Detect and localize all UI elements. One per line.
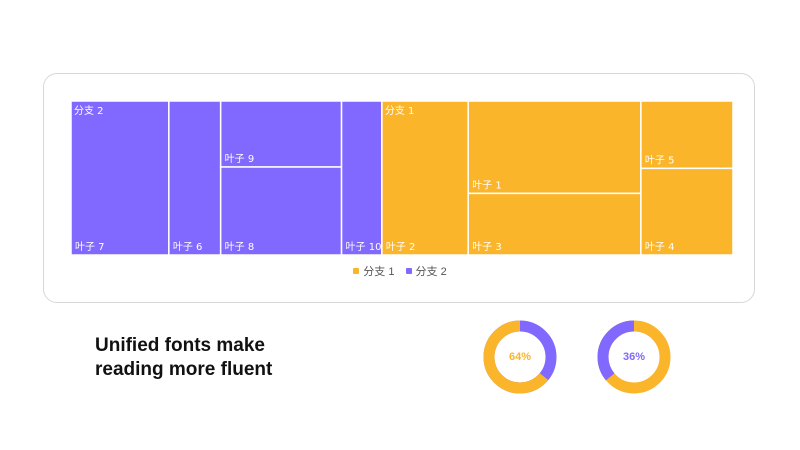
treemap-cell-label-叶子-10: 叶子 10 bbox=[346, 241, 382, 253]
treemap-cell-叶子-9 bbox=[219, 100, 343, 168]
legend-label-branch-2: 分支 2 bbox=[415, 266, 447, 278]
treemap-cell-叶子-4 bbox=[640, 167, 734, 256]
donut-chart-64: 64% bbox=[483, 320, 557, 394]
treemap-cell-叶子-8 bbox=[219, 166, 343, 256]
donut-value-arc bbox=[483, 320, 557, 394]
donut-percent-label: 64% bbox=[508, 351, 532, 363]
treemap-cell-叶子-10 bbox=[340, 100, 383, 256]
legend-item-branch-2: 分支 2 bbox=[405, 263, 447, 279]
legend-label-branch-1: 分支 1 bbox=[363, 266, 395, 278]
donut-ring bbox=[597, 320, 671, 394]
treemap-cell-叶子-1 bbox=[467, 100, 642, 195]
treemap-cell-label-叶子-2: 叶子 2 bbox=[386, 241, 416, 253]
treemap-cell-label-叶子-1: 叶子 1 bbox=[472, 179, 502, 191]
treemap-cell-label-叶子-3: 叶子 3 bbox=[472, 241, 502, 253]
treemap-cell-label-叶子-9: 叶子 9 bbox=[225, 153, 255, 165]
donut-ring bbox=[483, 320, 557, 394]
treemap-cell-label-叶子-6: 叶子 6 bbox=[173, 241, 203, 253]
treemap-cell-label-叶子-8: 叶子 8 bbox=[225, 241, 255, 253]
treemap-cell-label-叶子-7: 叶子 7 bbox=[75, 241, 105, 253]
treemap-cell-叶子-7 bbox=[70, 100, 170, 256]
headline: Unified fonts make reading more fluent bbox=[95, 334, 355, 382]
treemap-cell-叶子-3 bbox=[467, 192, 642, 256]
treemap-cell-label-叶子-5: 叶子 5 bbox=[645, 154, 675, 166]
treemap-cell-叶子-5 bbox=[640, 100, 734, 170]
legend-swatch-branch-1 bbox=[353, 268, 360, 274]
chart-legend: 分支 1 分支 2 bbox=[0, 263, 800, 279]
legend-swatch-branch-2 bbox=[405, 268, 412, 274]
treemap-branch-label-1: 分支 1 bbox=[385, 105, 415, 117]
donut-value-arc bbox=[597, 320, 671, 394]
headline-line-2: reading more fluent bbox=[95, 359, 273, 380]
legend-item-branch-1: 分支 1 bbox=[353, 263, 394, 279]
donut-chart-36: 36% bbox=[597, 320, 671, 394]
headline-line-1: Unified fonts make bbox=[95, 335, 265, 356]
treemap-cell-叶子-6 bbox=[168, 100, 222, 256]
donut-percent-label: 36% bbox=[622, 351, 646, 363]
treemap-cell-label-叶子-4: 叶子 4 bbox=[645, 241, 675, 253]
treemap-cell-叶子-2 bbox=[381, 100, 469, 256]
treemap-branch-label-2: 分支 2 bbox=[74, 105, 104, 117]
